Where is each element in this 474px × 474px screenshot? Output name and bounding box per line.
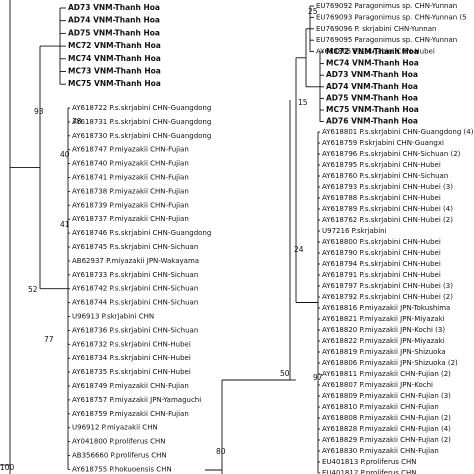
leaf-label: AY618830 P.miyazakii CHN-Fujian (322, 447, 439, 455)
bootstrap-value: 15 (298, 98, 308, 107)
bootstrap-value: 50 (280, 369, 290, 378)
leaf-label: AY618795 P.s.skrjabini CHN-Hubei (322, 161, 441, 169)
leaf-label: AD73 VNM-Thanh Hoa (326, 70, 418, 79)
leaf-label: AY041800 P.proliferus CHN (72, 438, 166, 446)
leaf-label: U96912 P.miyazakii CHN (72, 424, 158, 432)
leaf-label: AY618789 P.s.skrjabini CHN-Hubei (4) (322, 205, 453, 213)
leaf-label: AY618757 P.miyazakii JPN-Yamaguchi (72, 396, 201, 404)
leaf-label: AY618822 P.miyazakii JPN-Miyazaki (322, 337, 445, 345)
leaf-label: AY618791 P.s.skrjabini CHN-Hubei (322, 271, 441, 279)
leaf-label: AB62937 P.miyazakii JPN-Wakayama (72, 257, 199, 265)
leaf-label: AY618808 P.miyazakii CHN-Fujian (2) (322, 414, 451, 422)
leaf-label: EU401812 P.proliferus CHN (322, 469, 417, 474)
leaf-label: AY618732 P.s.skrjabini CHN-Hubei (72, 340, 191, 348)
leaf-label: AY618734 P.s.skrjabini CHN-Hubei (72, 354, 191, 362)
leaf-label: AY618755 P.hokuoensis CHN (72, 465, 172, 473)
leaf-label: AY618738 P.miyazakii CHN-Fujian (72, 187, 189, 195)
leaf-label: AY618821 P.miyazakii JPN-Miyazaki (322, 315, 445, 323)
leaf-label: AY618759 P.skrjabini CHN-Guangxi (322, 139, 444, 147)
leaf-label: AY618794 P.s.skrjabini CHN-Hubei (322, 260, 441, 268)
leaf-label: AY618762 P.s.skrjabini CHN-Hubei (2) (322, 216, 453, 224)
leaf-label: MC72 VNM-Thanh Hoa (326, 47, 419, 56)
leaf-label: AY618796 P.s.skrjabini CHN-Sichuan (2) (322, 150, 461, 158)
leaf-label: AY618788 P.s.skrjabini CHN-Hubei (322, 194, 441, 202)
leaf-label: AY618805 P.s.skrjabini CHN-Hubei (316, 48, 435, 56)
bootstrap-value: 24 (294, 245, 304, 254)
bootstrap-value: 80 (216, 447, 226, 456)
leaf-label: AY618797 P.s.skrjabini CHN-Hubei (3) (322, 282, 453, 290)
leaf-label: AY618730 P.s.skrjabini CHN-Guangdong (72, 132, 211, 140)
bootstrap-value: 41 (60, 220, 70, 229)
leaf-label: EU401813 P.proliferus CHN (322, 458, 417, 466)
leaf-label: AY618745 P.s.skrjabini CHN-Sichuan (72, 243, 198, 251)
leaf-label: AD76 VNM-Thanh Hoa (326, 117, 418, 126)
leaf-label: AY618735 P.s.skrjabini CHN-Hubei (72, 368, 191, 376)
bootstrap-value: 97 (313, 373, 323, 382)
leaf-label: AY618809 P.miyazakii CHN-Fujian (3) (322, 392, 451, 400)
leaf-label: MC72 VNM-Thanh Hoa (68, 41, 161, 50)
bootstrap-value: 40 (60, 150, 70, 159)
leaf-label: AY618744 P.s.skrjabini CHN-Sichuan (72, 299, 198, 307)
leaf-label: AY618819 P.miyazakii JPN-Shizuoka (322, 348, 446, 356)
leaf-label: AY618811 P.miyazakii CHN-Fujian (2) (322, 370, 451, 378)
bootstrap-value: 52 (28, 285, 38, 294)
bootstrap-value: 25 (308, 7, 318, 16)
bootstrap-value: 78 (72, 117, 82, 126)
leaf-label: AY618760 P.s.skrjabini CHN-Sichuan (322, 172, 448, 180)
leaf-label: AY618793 P.s.skrjabini CHN-Hubei (3) (322, 183, 453, 191)
leaf-label: AY618828 P.miyazakii CHN-Fujian (4) (322, 425, 451, 433)
leaf-label: AY618742 P.s.skrjabini CHN-Sichuan (72, 285, 198, 293)
leaf-label: AY618759 P.miyazakii CHN-Fujian (72, 410, 189, 418)
leaf-label: AY618722 P.s.skrjabini CHN-Guangdong (72, 104, 211, 112)
leaf-label: MC74 VNM-Thanh Hoa (68, 54, 161, 63)
leaf-label: AY618736 P.s.skrjabini CHN-Sichuan (72, 326, 198, 334)
leaf-label: AY618731 P.s.skrjabini CHN-Guangdong (72, 118, 211, 126)
leaf-label: MC74 VNM-Thanh Hoa (326, 59, 419, 68)
leaf-label: AY618816 P.miyazakii JPN-Tokushima (322, 304, 450, 312)
leaf-label: AY618749 P.miyazakii CHN-Fujian (72, 382, 189, 390)
leaf-label: AB356660 P.proliferus CHN (72, 452, 167, 460)
leaf-label: AY618740 P.miyazakii CHN-Fujian (72, 160, 189, 168)
leaf-label: AY618733 P.s.skrjabini CHN-Sichuan (72, 271, 198, 279)
leaf-label: AD75 VNM-Thanh Hoa (68, 28, 160, 37)
leaf-label: MC75 VNM-Thanh Hoa (68, 79, 161, 88)
leaf-label: MC75 VNM-Thanh Hoa (326, 105, 419, 114)
leaf-label: AY618746 P.s.skrjabini CHN-Guangdong (72, 229, 211, 237)
leaf-label: U96913 P.skrjabini CHN (72, 313, 154, 321)
leaf-label: EU769093 Paragonimus sp. CHN-Yunnan (5 (316, 13, 467, 21)
leaf-label: AY618806 P.miyazakii JPN-Shizuoka (2) (322, 359, 458, 367)
leaf-label: AY618737 P.miyazakii CHN-Fujian (72, 215, 189, 223)
leaf-label: AY618747 P.miyazakii CHN-Fujian (72, 146, 189, 154)
leaf-label: AY618800 P.s.skrjabini CHN-Hubei (322, 238, 441, 246)
bootstrap-value: 93 (34, 107, 44, 116)
leaf-label: AY618792 P.s.skrjabini CHN-Hubei (2) (322, 293, 453, 301)
leaf-label: EU769092 Paragonimus sp. CHN-Yunnan (316, 2, 457, 10)
leaf-label: AD74 VNM-Thanh Hoa (326, 82, 418, 91)
bootstrap-value: 100 (0, 463, 15, 472)
leaf-label: EU769096 P. skrjabini CHN-Yunnan (316, 25, 436, 33)
leaf-label: U97216 P.skrjabini (322, 227, 387, 235)
bootstrap-value: 77 (44, 335, 54, 344)
leaf-label: AY618807 P.miyazakii JPN-Kochi (322, 381, 433, 389)
leaf-label: AY618829 P.miyazakii CHN-Fujian (2) (322, 436, 451, 444)
leaf-label: AY618801 P.s.skrjabini CHN-Guangdong (4) (322, 128, 474, 136)
leaf-label: EU769095 Paragonimus sp. CHN-Yunnan (316, 36, 457, 44)
leaf-label: AY618820 P.miyazakii JPN-Kochi (3) (322, 326, 445, 334)
leaf-label: AD73 VNM-Thanh Hoa (68, 3, 160, 12)
leaf-label: AY618741 P.miyazakii CHN-Fujian (72, 174, 189, 182)
leaf-label: AD74 VNM-Thanh Hoa (68, 16, 160, 25)
leaf-label: AY618810 P.miyazakii CHN-Fujian (322, 403, 439, 411)
leaf-label: AD75 VNM-Thanh Hoa (326, 93, 418, 102)
leaf-label: AY618739 P.miyazakii CHN-Fujian (72, 201, 189, 209)
leaf-label: AY618790 P.s.skrjabini CHN-Hubei (322, 249, 441, 257)
leaf-label: MC73 VNM-Thanh Hoa (68, 67, 161, 76)
